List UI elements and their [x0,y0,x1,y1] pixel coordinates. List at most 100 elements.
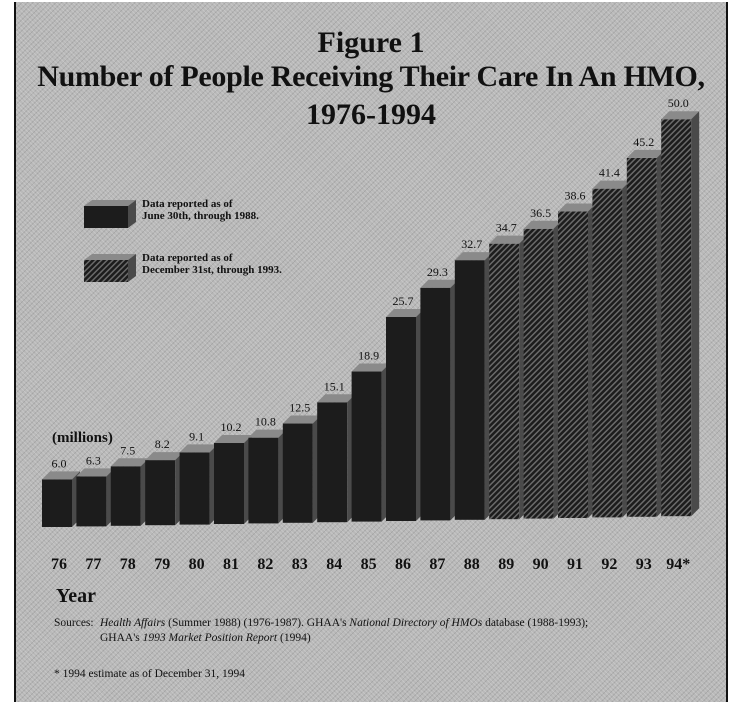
bar-84 [317,402,348,523]
legend-december-line1: Data reported as of [142,252,233,264]
sources-line2: GHAA's 1993 Market Position Report (1994… [54,632,734,644]
bar-top-93 [626,149,665,158]
bar-top-80 [179,444,218,453]
sources-line2-part-1: 1993 Market Position Report [142,632,278,644]
value-label-92: 41.4 [599,166,620,180]
x-tick-label-83: 83 [292,556,308,573]
bar-top-79 [145,452,184,461]
value-label-86: 25.7 [393,294,414,308]
value-label-91: 38.6 [565,189,586,203]
bar-top-91 [558,203,596,212]
bar-77 [76,476,107,527]
sources-line2-part-0: GHAA's [100,632,143,644]
x-tick-label-79: 79 [154,556,170,573]
bar-89 [489,243,520,520]
bar-80 [179,452,210,525]
bar-82 [248,437,279,524]
value-label-77: 6.3 [86,453,101,467]
chart-title-line2: 1976-1994 [306,98,436,131]
x-axis-title: Year [56,585,96,607]
bar-top-78 [110,458,149,467]
value-label-93: 45.2 [633,135,654,149]
sources-label: Sources: [54,617,94,629]
sources-line1-part-2: National Directory of HMOs [349,617,483,629]
x-tick-label-78: 78 [120,556,136,573]
bar-top-76 [42,471,80,480]
legend-december-line2: December 31st, through 1993. [142,264,282,276]
legend-swatch-dark [84,200,136,228]
bar-86 [386,316,416,521]
x-tick-label-91: 91 [567,556,583,573]
bar-88 [454,260,485,520]
legend-june-line2: June 30th, through 1988. [142,210,259,222]
sources-line1: Health Affairs (Summer 1988) (1976-1987)… [100,617,588,629]
bar-91 [558,211,588,519]
legend-swatch-striped [84,254,136,282]
x-tick-label-76: 76 [51,556,67,573]
bar-top-94* [661,111,700,120]
value-label-90: 36.5 [530,206,551,220]
bar-94* [661,119,692,517]
bar-top-87 [420,279,459,288]
value-label-84: 15.1 [324,379,345,393]
x-tick-label-88: 88 [464,556,480,573]
value-label-78: 7.5 [120,443,135,457]
bar-85 [351,371,382,522]
x-tick-label-87: 87 [429,556,445,573]
sources-line1-part-1: (Summer 1988) (1976-1987). GHAA's [165,617,350,629]
bar-top-90 [523,220,562,229]
x-tick-label-93: 93 [636,556,652,573]
y-unit-label: (millions) [52,430,113,446]
x-tick-label-89: 89 [498,556,514,573]
bar-78 [110,466,141,526]
sources-note: Sources: Health Affairs (Summer 1988) (19… [54,617,734,644]
value-label-94*: 50.0 [668,96,689,110]
bar-top-85 [351,363,390,372]
value-label-81: 10.2 [221,420,242,434]
bar-93 [626,157,657,517]
value-label-85: 18.9 [358,349,379,363]
chart-frame: Figure 1 Number of People Receiving Thei… [14,2,728,702]
sources-line1-part-3: database (1988-1993); [482,617,589,629]
x-tick-label-94*: 94* [666,556,690,573]
bar-side-94* [691,111,700,517]
value-label-80: 9.1 [189,429,204,443]
value-label-87: 29.3 [427,265,448,279]
bar-top-81 [214,435,252,444]
bar-top-83 [282,415,321,424]
bar-top-77 [76,468,115,477]
x-tick-label-80: 80 [189,556,205,573]
bar-92 [592,188,623,518]
x-tick-label-85: 85 [361,556,377,573]
bar-87 [420,287,451,521]
x-tick-label-81: 81 [223,556,239,573]
chart-title-line1: Number of People Receiving Their Care In… [37,60,705,93]
legend-text-june: Data reported as of June 30th, through 1… [142,198,342,222]
footnote: * 1994 estimate as of December 31, 1994 [54,668,245,680]
value-label-83: 12.5 [289,401,310,415]
figure-label: Figure 1 [317,26,425,59]
x-tick-label-90: 90 [533,556,549,573]
bar-90 [523,228,554,519]
legend-text-december: Data reported as of December 31st, throu… [142,252,342,276]
value-label-88: 32.7 [461,237,482,251]
x-tick-label-77: 77 [85,556,101,573]
bar-top-89 [489,235,528,244]
x-tick-label-82: 82 [257,556,273,573]
bar-76 [42,479,72,527]
bar-81 [214,443,244,524]
bar-top-82 [248,429,287,438]
value-label-76: 6.0 [52,456,67,470]
value-label-82: 10.8 [255,415,276,429]
bar-top-86 [386,308,424,317]
x-tick-label-92: 92 [601,556,617,573]
bar-83 [282,423,313,523]
bar-top-92 [592,180,631,189]
sources-line2-part-2: (1994) [277,632,311,644]
bar-chart: 6.0 76 6.3 77 7.5 78 8.2 79 9.1 80 10.2 81 10.8 82 12.… [42,96,700,573]
legend-june-line1: Data reported as of [142,198,233,210]
bar-top-88 [454,252,493,261]
value-label-89: 34.7 [496,221,517,235]
value-label-79: 8.2 [155,437,170,451]
bar-top-84 [317,394,356,403]
